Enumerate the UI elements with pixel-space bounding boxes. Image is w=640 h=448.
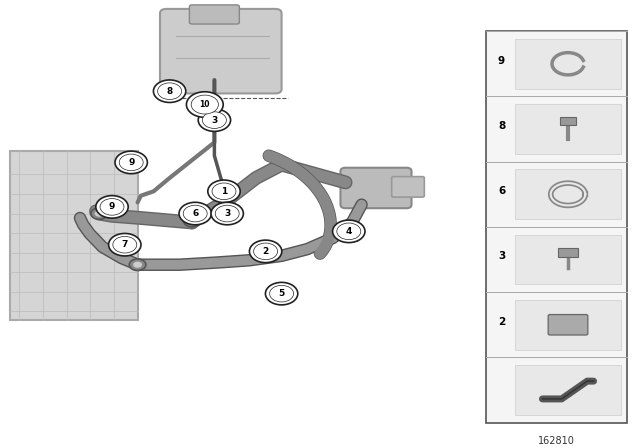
Text: 9: 9 — [498, 56, 505, 65]
Circle shape — [179, 202, 211, 225]
Circle shape — [157, 83, 182, 99]
Circle shape — [100, 198, 124, 215]
FancyBboxPatch shape — [515, 365, 621, 415]
Circle shape — [115, 151, 147, 174]
Text: 9: 9 — [109, 202, 115, 211]
Circle shape — [113, 237, 137, 253]
Text: 3: 3 — [498, 251, 505, 261]
Circle shape — [212, 183, 236, 200]
Circle shape — [337, 223, 361, 240]
FancyBboxPatch shape — [486, 31, 627, 422]
Circle shape — [253, 243, 278, 260]
Circle shape — [133, 262, 142, 268]
Text: 3: 3 — [211, 116, 218, 125]
FancyBboxPatch shape — [392, 177, 424, 197]
Text: 5: 5 — [278, 289, 285, 298]
Circle shape — [154, 80, 186, 103]
Circle shape — [109, 233, 141, 256]
Circle shape — [198, 109, 230, 131]
FancyBboxPatch shape — [515, 39, 621, 89]
Text: 6: 6 — [192, 209, 198, 218]
Text: 7: 7 — [122, 240, 128, 249]
FancyBboxPatch shape — [189, 5, 239, 24]
FancyBboxPatch shape — [560, 116, 577, 125]
Circle shape — [91, 208, 108, 220]
Circle shape — [184, 215, 200, 226]
Circle shape — [202, 112, 227, 129]
Circle shape — [211, 202, 243, 225]
Circle shape — [129, 259, 146, 271]
FancyBboxPatch shape — [559, 247, 578, 257]
Text: 9: 9 — [128, 158, 134, 167]
Circle shape — [269, 285, 294, 302]
Text: 3: 3 — [224, 209, 230, 218]
Text: 4: 4 — [346, 227, 352, 236]
Circle shape — [188, 217, 196, 224]
Circle shape — [215, 205, 239, 222]
Text: 2: 2 — [262, 247, 269, 256]
Text: 162810: 162810 — [538, 436, 575, 446]
Circle shape — [95, 211, 104, 217]
Text: 6: 6 — [498, 186, 505, 196]
FancyBboxPatch shape — [515, 235, 621, 284]
FancyBboxPatch shape — [515, 300, 621, 349]
Text: 8: 8 — [166, 87, 173, 96]
FancyBboxPatch shape — [160, 9, 282, 94]
FancyBboxPatch shape — [10, 151, 138, 320]
Text: 8: 8 — [498, 121, 505, 131]
Circle shape — [96, 196, 128, 218]
FancyBboxPatch shape — [548, 314, 588, 335]
FancyBboxPatch shape — [340, 168, 412, 208]
Circle shape — [208, 180, 240, 202]
Circle shape — [188, 218, 196, 224]
FancyBboxPatch shape — [515, 104, 621, 154]
Circle shape — [191, 95, 218, 114]
Circle shape — [186, 92, 223, 117]
FancyBboxPatch shape — [515, 169, 621, 219]
Circle shape — [250, 240, 282, 263]
Circle shape — [119, 154, 143, 171]
Circle shape — [333, 220, 365, 243]
Text: 2: 2 — [498, 317, 505, 327]
Circle shape — [184, 215, 200, 227]
Circle shape — [266, 282, 298, 305]
Text: 1: 1 — [221, 187, 227, 196]
Circle shape — [183, 205, 207, 222]
Text: 10: 10 — [200, 100, 210, 109]
